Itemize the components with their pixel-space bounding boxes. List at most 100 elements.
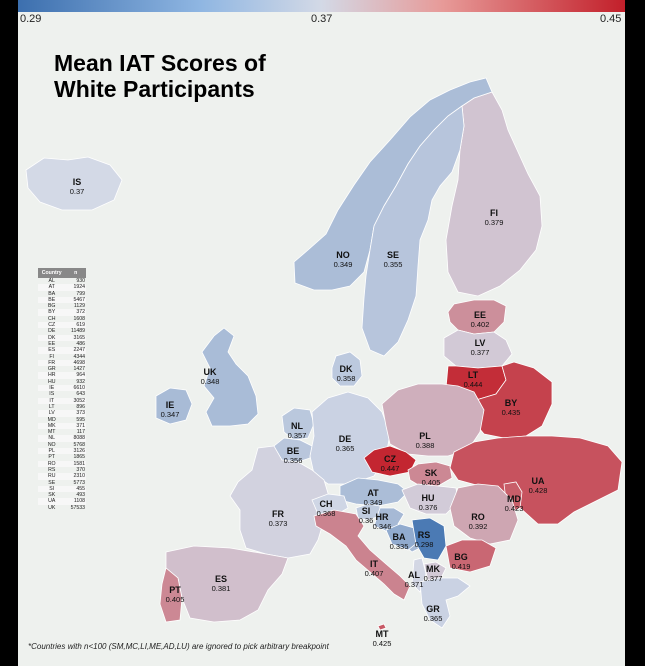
country-value-label: 0.348 [201, 377, 220, 386]
table-cell-country: RO [38, 460, 66, 467]
country-code-label: SK [425, 468, 438, 478]
country-value-label: 0.419 [452, 562, 471, 571]
country-shape-rs [411, 517, 447, 561]
table-row: IE 6610 [38, 385, 86, 392]
country-shape-gr [419, 577, 471, 629]
table-cell-country: AL [48, 278, 55, 284]
country-code-label: DE [339, 434, 352, 444]
country-shape-no [293, 77, 493, 291]
table-row: EE 486 [38, 341, 86, 347]
table-cell-n: 4344 [73, 353, 85, 360]
country-code-label: BA [393, 532, 406, 542]
country-code-label: CH [320, 499, 333, 509]
country-value-label: 0.423 [505, 504, 524, 513]
country-value-label: 0.365 [336, 444, 355, 453]
table-cell-country: BA [48, 290, 56, 297]
country-value-label: 0.373 [269, 519, 288, 528]
country-code-label: HR [376, 512, 389, 522]
country-value-label: 0.405 [166, 595, 185, 604]
country-code-label: UA [532, 476, 545, 486]
table-cell-n: 2247 [65, 347, 86, 354]
country-code-label: MK [426, 564, 440, 574]
table-cell-n: 6610 [65, 385, 86, 392]
country-shape-is [25, 156, 123, 211]
table-row: IS 643 [38, 391, 86, 397]
country-shape-lv [443, 329, 513, 369]
country-value-label: 0.377 [471, 348, 490, 357]
table-row: HR 964 [38, 372, 86, 379]
country-value-label: 0.444 [464, 380, 483, 389]
table-row: HU 932 [38, 379, 86, 385]
country-code-label: LT [468, 370, 479, 380]
map-frame: 0.29 0.37 0.45 IS 0.37 FI 0.379 NO 0.349 SE 0.3… [18, 0, 625, 666]
country-code-label: MD [507, 494, 521, 504]
country-value-label: 0.377 [424, 574, 443, 583]
table-cell-country: MK [38, 422, 66, 430]
country-value-label: 0.37 [70, 187, 85, 196]
table-cell-country: NO [47, 441, 56, 448]
country-value-label: 0.428 [529, 486, 548, 495]
table-cell-n: 1581 [65, 460, 86, 467]
table-row: SI 455 [38, 485, 86, 493]
table-cell-n: 371 [65, 422, 86, 430]
country-code-label: FI [490, 208, 498, 218]
table-cell-n: 2310 [65, 473, 86, 480]
country-code-label: UK [204, 367, 217, 377]
table-cell-country: PL [38, 448, 66, 455]
country-value-label: 0.346 [373, 522, 392, 531]
country-shape-se [361, 105, 465, 357]
country-shape-pl [381, 383, 485, 457]
country-code-label: FR [272, 509, 284, 519]
table-cell-n: 57533 [70, 504, 85, 511]
table-cell-country: DK [38, 334, 66, 341]
table-cell-country: BE [38, 296, 66, 304]
table-row: MT 117 [38, 429, 86, 435]
table-cell-country: IS [49, 391, 55, 398]
table-row: PL 3126 [38, 448, 86, 455]
table-row: RU 2310 [38, 473, 86, 480]
country-value-label: 0.368 [317, 509, 336, 518]
table-cell-n: 1129 [73, 303, 85, 310]
country-code-label: BY [505, 398, 518, 408]
country-value-label: 0.349 [364, 498, 383, 507]
table-cell-n: 8088 [65, 435, 86, 442]
country-shape-mt [377, 623, 387, 631]
country-value-label: 0.347 [161, 410, 180, 419]
country-code-label: BE [287, 446, 300, 456]
country-code-label: PL [419, 431, 431, 441]
table-cell-n: 1865 [73, 454, 85, 461]
table-cell-country: IE [38, 385, 66, 392]
title-line-2: White Participants [54, 76, 255, 102]
country-value-label: 0.356 [284, 456, 303, 465]
country-shape-sk [407, 461, 453, 487]
table-row: BG 1129 [38, 303, 86, 309]
table-cell-country: AT [38, 284, 66, 291]
country-value-label: 0.357 [288, 431, 307, 440]
country-value-label: 0.381 [212, 584, 231, 593]
table-cell-country: SI [38, 485, 66, 493]
table-row: AL 930 [38, 278, 86, 284]
country-code-label: DK [340, 364, 353, 374]
country-code-label: BG [454, 552, 468, 562]
table-cell-country: UK [48, 504, 56, 511]
table-cell-country: GR [47, 366, 56, 373]
country-code-label: IS [73, 177, 82, 187]
country-shape-fi [445, 91, 543, 297]
table-row: DK 3165 [38, 334, 86, 341]
table-row: NO 5768 [38, 442, 86, 448]
table-cell-n: 5773 [73, 479, 85, 486]
country-shape-dk [331, 351, 363, 387]
table-cell-n: 455 [65, 485, 86, 493]
country-value-label: 0.379 [485, 218, 504, 227]
country-value-label: 0.335 [390, 542, 409, 551]
table-cell-n: 11489 [70, 328, 85, 335]
table-cell-country: NL [38, 435, 66, 442]
country-value-label: 0.358 [337, 374, 356, 383]
country-code-label: IE [166, 400, 175, 410]
table-cell-country: FR [38, 359, 66, 367]
table-cell-n: 643 [76, 391, 85, 398]
country-shape-mk [423, 561, 447, 581]
color-scale-max-label: 0.45 [600, 13, 622, 25]
country-shape-it [313, 509, 411, 601]
country-value-label: 0.36 [359, 516, 374, 525]
